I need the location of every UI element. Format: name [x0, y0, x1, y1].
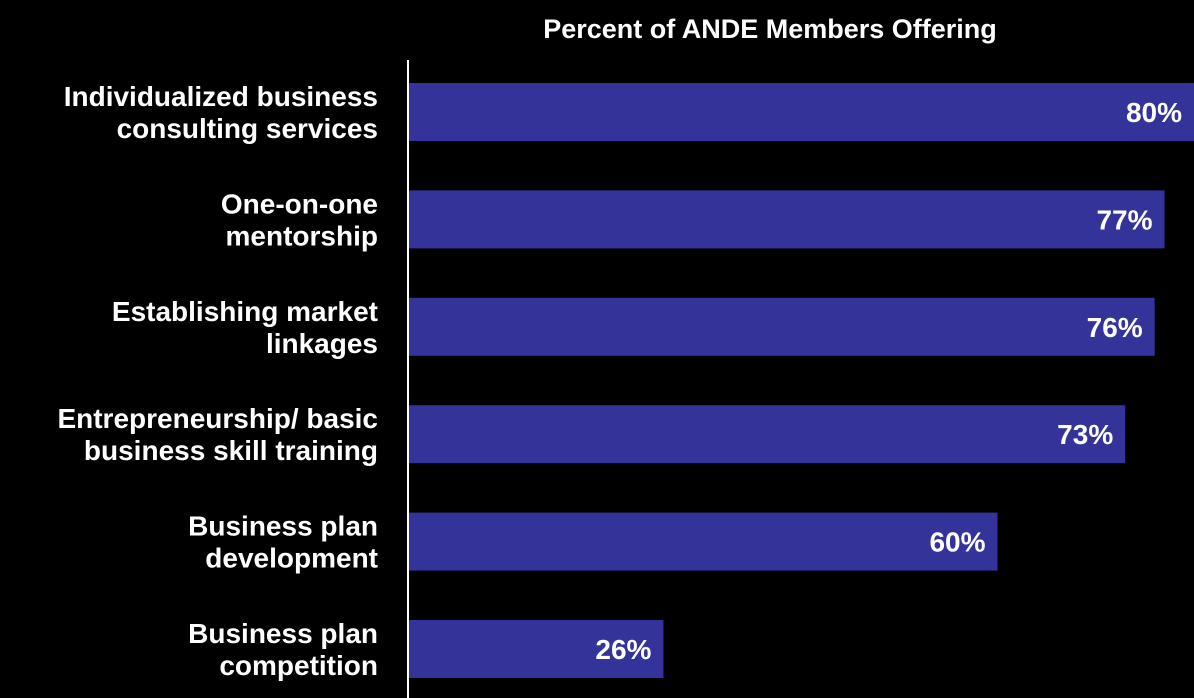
bar-3 [408, 297, 1155, 356]
category-label-4-line-2: business skill training [84, 435, 378, 466]
category-label-5-line-1: Business plan [188, 511, 378, 542]
category-label-1-line-2: consulting services [117, 113, 378, 144]
bar-2 [408, 190, 1165, 249]
value-label-3: 76% [1087, 312, 1143, 343]
bar-4 [408, 405, 1126, 464]
category-label-6-line-2: competition [219, 650, 378, 681]
category-label-2-line-2: mentorship [226, 220, 378, 251]
value-label-1: 80% [1126, 97, 1182, 128]
category-label-3-line-1: Establishing market [112, 296, 378, 327]
category-label-4-line-1: Entrepreneurship/ basic [57, 403, 378, 434]
category-label-3-line-2: linkages [266, 328, 378, 359]
category-label-2-line-1: One-on-one [221, 188, 378, 219]
category-label-5-line-2: development [205, 543, 378, 574]
bar-6 [408, 620, 664, 678]
value-label-2: 77% [1096, 204, 1152, 235]
chart-title: Percent of ANDE Members Offering [543, 14, 997, 44]
bar-5 [408, 512, 998, 571]
category-label-1-line-1: Individualized business [64, 81, 378, 112]
value-label-6: 26% [595, 634, 651, 665]
value-labels-group: 80% 77% 76% 73% 60% 26% [595, 97, 1182, 665]
value-label-5: 60% [929, 527, 985, 558]
bars-group [408, 83, 1194, 678]
bar-1 [408, 83, 1194, 141]
category-label-6-line-1: Business plan [188, 618, 378, 649]
value-label-4: 73% [1057, 419, 1113, 450]
